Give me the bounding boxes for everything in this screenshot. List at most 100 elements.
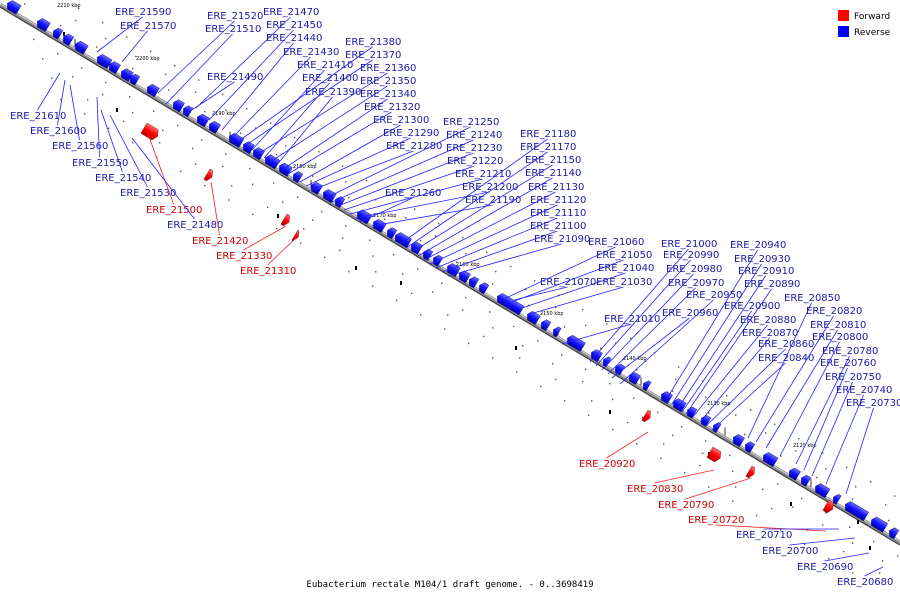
gene-label[interactable]: ERE_21200	[462, 182, 518, 193]
gene-label[interactable]: ERE_21530	[120, 188, 176, 199]
gene-label-group[interactable]: ERE_20810	[765, 320, 866, 449]
gene-label[interactable]: ERE_20800	[812, 332, 868, 343]
gene-label[interactable]: ERE_20730	[846, 398, 900, 409]
gene-label[interactable]: ERE_21330	[216, 251, 272, 262]
gene-label[interactable]: ERE_21610	[10, 111, 66, 122]
gene-label-group[interactable]: ERE_20880	[691, 315, 796, 419]
gene-label-group[interactable]: ERE_21010	[561, 314, 660, 345]
gene-label[interactable]: ERE_21300	[373, 115, 429, 126]
gene-label[interactable]: ERE_21000	[661, 239, 717, 250]
gene-label[interactable]: ERE_21210	[455, 169, 511, 180]
gene-label-group[interactable]: ERE_21070	[513, 277, 596, 301]
gene-label[interactable]: ERE_20840	[758, 353, 814, 364]
gene-label-group[interactable]: ERE_21590	[96, 7, 171, 53]
gene-label-group[interactable]: ERE_20960	[611, 308, 718, 379]
gene-label[interactable]: ERE_21430	[283, 47, 339, 58]
gene-label-group[interactable]: ERE_21140	[417, 168, 581, 257]
gene-label-group[interactable]: ERE_21190	[371, 195, 521, 227]
gene-label-group[interactable]: ERE_20950	[619, 290, 742, 385]
gene-label-group[interactable]: ERE_21540	[95, 109, 151, 184]
gene-label[interactable]: ERE_20860	[758, 339, 814, 350]
gene-label-group[interactable]: ERE_20700	[762, 537, 856, 557]
gene-label[interactable]: ERE_21470	[263, 7, 319, 18]
gene-label[interactable]: ERE_20940	[730, 240, 786, 251]
gene-label[interactable]: ERE_20870	[742, 328, 798, 339]
gene-label[interactable]: ERE_20690	[797, 562, 853, 573]
gene-label-group[interactable]: ERE_21520	[157, 11, 263, 94]
gene-label[interactable]: ERE_21520	[207, 11, 263, 22]
gene-label-group[interactable]: ERE_20870	[699, 328, 798, 423]
gene-label-group[interactable]: ERE_21490	[186, 72, 263, 114]
gene-label-group[interactable]: ERE_20920	[579, 431, 649, 470]
gene-label[interactable]: ERE_20990	[663, 250, 719, 261]
gene-label[interactable]: ERE_21510	[205, 24, 261, 35]
gene-label[interactable]: ERE_21400	[302, 73, 358, 84]
gene-label[interactable]: ERE_20880	[740, 315, 796, 326]
gene-label-group[interactable]: ERE_21110	[435, 208, 586, 269]
gene-label[interactable]: ERE_21040	[598, 263, 654, 274]
gene-label-group[interactable]: ERE_21420	[192, 181, 248, 247]
gene-label[interactable]: ERE_21360	[360, 63, 416, 74]
gene-label-group[interactable]: ERE_20840	[711, 353, 814, 431]
gene-label[interactable]: ERE_21120	[530, 195, 586, 206]
gene-label-group[interactable]: ERE_21130	[423, 182, 584, 261]
gene-label-group[interactable]: ERE_21330	[216, 225, 287, 262]
gene-label-group[interactable]: ERE_20710	[736, 528, 839, 541]
gene-label[interactable]: ERE_20790	[658, 500, 714, 511]
gene-label[interactable]: ERE_21370	[345, 50, 401, 61]
gene-label-group[interactable]: ERE_21030	[529, 277, 652, 315]
gene-label-group[interactable]: ERE_21560	[52, 84, 108, 152]
gene-label[interactable]: ERE_20780	[822, 346, 878, 357]
gene-label-group[interactable]: ERE_21260	[359, 188, 441, 223]
gene-label[interactable]: ERE_21260	[385, 188, 441, 199]
gene-label-group[interactable]: ERE_20680	[837, 566, 893, 588]
gene-label[interactable]: ERE_21440	[266, 33, 322, 44]
gene-label-group[interactable]: ERE_21410	[251, 60, 353, 151]
gene-label[interactable]: ERE_21220	[447, 156, 503, 167]
gene-label-group[interactable]: ERE_21320	[287, 102, 420, 175]
gene-label-group[interactable]: ERE_21250	[325, 117, 499, 199]
gene-label[interactable]: ERE_20830	[627, 484, 683, 495]
gene-label[interactable]: ERE_20850	[784, 293, 840, 304]
gene-label-group[interactable]: ERE_21060	[505, 237, 644, 299]
gene-label-group[interactable]: ERE_21450	[208, 20, 322, 121]
gene-label[interactable]: ERE_21350	[360, 76, 416, 87]
gene-label-group[interactable]: ERE_21090	[447, 234, 590, 277]
gene-label-group[interactable]: ERE_21120	[429, 195, 586, 265]
gene-label-group[interactable]: ERE_20940	[665, 240, 786, 401]
gene-label[interactable]: ERE_20750	[825, 372, 881, 383]
gene-label-group[interactable]: ERE_20720	[688, 515, 827, 532]
gene-label[interactable]: ERE_21320	[364, 102, 420, 113]
gene-label-group[interactable]: ERE_21430	[233, 47, 339, 137]
gene-label[interactable]: ERE_21340	[360, 89, 416, 100]
gene-label-group[interactable]: ERE_21370	[245, 50, 401, 146]
gene-label[interactable]: ERE_21280	[386, 141, 442, 152]
gene-label[interactable]: ERE_21420	[192, 236, 248, 247]
gene-label-group[interactable]: ERE_20780	[795, 346, 878, 465]
gene-label-group[interactable]: ERE_21380	[239, 37, 401, 141]
gene-label-group[interactable]: ERE_21040	[521, 263, 654, 309]
gene-label-group[interactable]: ERE_20790	[658, 477, 752, 511]
gene-label-group[interactable]: ERE_21610	[10, 72, 66, 122]
gene-label[interactable]: ERE_21590	[115, 7, 171, 18]
gene-label-group[interactable]: ERE_20820	[755, 306, 862, 443]
gene-label[interactable]: ERE_20810	[810, 320, 866, 331]
gene-label-group[interactable]: ERE_21310	[240, 237, 296, 277]
gene-label[interactable]: ERE_21230	[446, 143, 502, 154]
gene-label[interactable]: ERE_21140	[525, 168, 581, 179]
gene-label-group[interactable]: ERE_20930	[671, 254, 790, 405]
gene-label-group[interactable]: ERE_21180	[399, 129, 576, 245]
gene-label-group[interactable]: ERE_20990	[595, 250, 719, 367]
gene-label-group[interactable]: ERE_20750	[811, 372, 881, 477]
gene-label-group[interactable]: ERE_21600	[30, 79, 86, 137]
gene-label-group[interactable]: ERE_21480	[131, 137, 223, 231]
gene-label-group[interactable]: ERE_20690	[797, 552, 870, 573]
gene-label[interactable]: ERE_21290	[383, 128, 439, 139]
gene-label[interactable]: ERE_21560	[52, 141, 108, 152]
gene-label[interactable]: ERE_21490	[207, 72, 263, 83]
gene-label[interactable]: ERE_21250	[443, 117, 499, 128]
gene-label[interactable]: ERE_21150	[525, 155, 581, 166]
gene-label-group[interactable]: ERE_21170	[405, 142, 576, 249]
gene-label[interactable]: ERE_21390	[305, 87, 361, 98]
gene-label[interactable]: ERE_21380	[345, 37, 401, 48]
